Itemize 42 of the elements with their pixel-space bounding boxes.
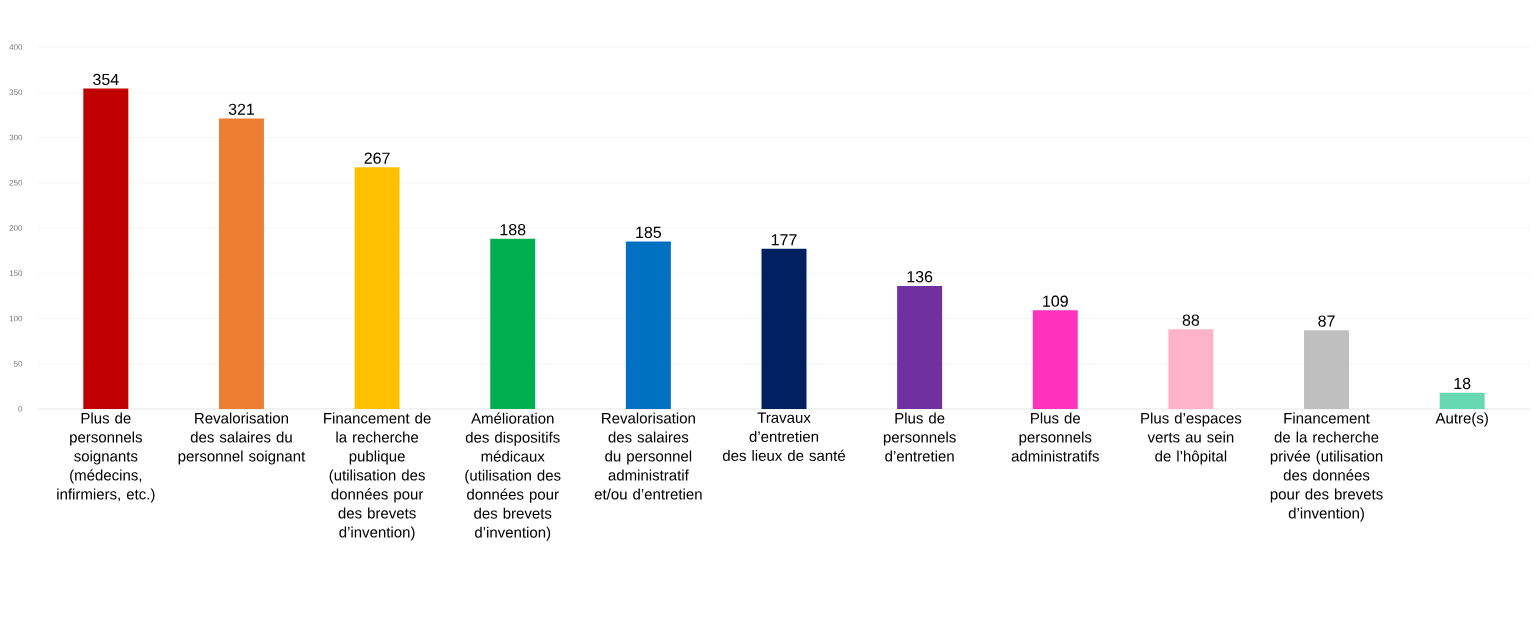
x-tick-label: Plus d’espaces verts au sein de l’hôpital (1141, 412, 1242, 465)
bar (490, 238, 536, 409)
data-label: 18 (1454, 377, 1471, 390)
x-tick-label: Financement de la recherche publique (utilisation des données pour des brevets d’invention) (324, 412, 431, 541)
data-label: 185 (636, 226, 662, 239)
x-tick-label: Financement de la recherche privée (utilisation des données pour des brevets d’invention) (1270, 412, 1383, 522)
data-label: 267 (364, 152, 390, 164)
y-tick-label: 50 (13, 360, 23, 367)
x-tick-label: Travaux d’entretien des lieux de santé (722, 412, 845, 461)
bar (354, 167, 400, 409)
data-label: 177 (771, 234, 797, 246)
bar (897, 285, 943, 409)
data-label: 88 (1182, 314, 1200, 326)
y-tick-label: 150 (9, 270, 23, 277)
data-label: 87 (1318, 315, 1335, 327)
bar (1439, 392, 1485, 409)
x-tick-label: Plus de personnels d’entretien (883, 412, 956, 462)
bar (218, 118, 264, 409)
y-tick-label: 300 (9, 134, 23, 141)
x-tick-label: Autre(s) (1435, 412, 1488, 427)
x-tick-label: Plus de personnels administratifs (1011, 412, 1099, 462)
x-tick-label: Amélioration des dispositifs médicaux (utilisation des données pour des brevets d’invention) (465, 412, 561, 541)
bar (761, 248, 807, 409)
data-label: 321 (228, 103, 255, 115)
bar (1304, 330, 1350, 409)
bar (1032, 310, 1078, 409)
data-label: 188 (500, 223, 526, 236)
bar (625, 241, 671, 409)
data-label: 109 (1043, 295, 1068, 307)
y-tick-label: 400 (9, 44, 23, 50)
y-tick-label: 200 (9, 225, 23, 231)
y-tick-label: 350 (9, 89, 23, 96)
y-tick-label: 250 (9, 179, 23, 186)
data-label: 354 (93, 73, 119, 86)
y-tick-label: 100 (9, 315, 23, 322)
y-tick-label: 0 (18, 406, 23, 412)
x-tick-label: Revalorisation des salaires du personnel administratif et/ou d’entretien (594, 412, 702, 500)
x-tick-label: Plus de personnels soignants (médecins, infirmiers, etc.) (57, 412, 155, 503)
bar (1168, 329, 1214, 409)
bar (83, 88, 129, 409)
x-tick-label: Revalorisation des salaires du personnel soignant (178, 412, 306, 465)
data-label: 136 (907, 271, 933, 283)
